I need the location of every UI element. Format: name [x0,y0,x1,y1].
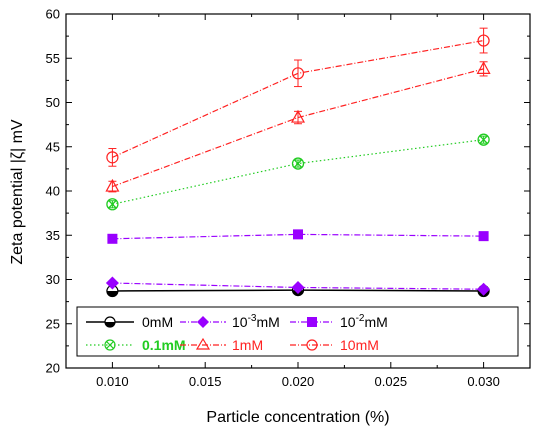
data-point [106,151,119,164]
data-point [477,282,491,296]
legend-label-10mM: 10mM [340,337,379,353]
legend-entry-1mM: 1mM [180,337,263,353]
legend-label-0mM: 0mM [142,314,173,330]
legend-entry-0.1mM: 0.1mM [86,337,186,353]
legend-label-0.1mM: 0.1mM [142,337,186,353]
legend-box [76,306,519,357]
legend-entry-10mM: 10mM [290,337,379,353]
circle-x-marker-icon [104,339,116,351]
data-point-cross [108,199,117,209]
y-tick-label: 50 [46,95,60,110]
y-axis-label: Zeta potential |ζ| mV [9,119,26,265]
data-point [107,233,118,244]
data-point [291,67,305,80]
series-line [112,233,484,240]
y-tick-label: 45 [46,139,60,154]
x-tick-label: 0.025 [375,374,408,389]
y-tick-label: 25 [46,316,60,331]
legend-entry-0mM: 0mM [86,314,173,330]
data-point [478,231,489,242]
x-tick-label: 0.010 [96,374,129,389]
legend-label-1mM: 1mM [232,337,263,353]
data-point [106,198,119,211]
half-circle-marker-icon [104,316,116,328]
data-point [291,157,305,170]
x-tick-label: 0.030 [467,374,500,389]
diamond-marker-icon [197,316,209,328]
y-tick-label: 20 [46,361,60,376]
data-point-cross [293,159,303,168]
open-circle-marker-icon [306,339,318,351]
data-point [290,109,306,123]
square-marker-icon [307,317,317,327]
y-tick-label: 60 [46,7,60,22]
y-tick-label: 35 [46,228,60,243]
data-point [477,34,490,47]
series-10mM [106,27,490,167]
data-point-cross [479,135,488,144]
legend-label-10-3mM: 10-3mM [232,313,280,330]
data-point [293,229,303,240]
series-1mM [105,61,491,193]
series-0.1mM [106,133,490,211]
data-point [105,276,119,290]
x-tick-label: 0.020 [282,374,315,389]
data-point [291,280,305,294]
data-point [105,178,120,192]
legend-entry-10-3mM: 10-3mM [180,313,280,330]
data-point-fill [106,291,118,297]
y-tick-label: 40 [46,184,60,199]
x-axis-label: Particle concentration (%) [206,409,389,426]
x-tick-label: 0.015 [189,374,222,389]
series-10^-2mM [107,229,489,244]
legend: 0mM 10-3mM 10-2mM 0.1mM 1mM [76,306,519,357]
axes-layer: 0.010 0.015 0.020 0.025 0.030 20 25 30 35 40 45 50 5… [46,7,531,389]
y-tick-label: 55 [46,51,60,66]
series-line [112,39,484,158]
legend-label-10-2mM: 10-2mM [340,313,388,330]
series-layer [105,27,491,298]
data-point [477,133,490,146]
triangle-marker-icon [195,337,211,350]
series-10^-3mM [105,276,491,296]
series-line [112,282,484,290]
legend-entry-10-2mM: 10-2mM [290,313,388,330]
y-tick-label: 30 [46,272,60,287]
series-line [112,139,484,205]
data-point [476,61,491,74]
